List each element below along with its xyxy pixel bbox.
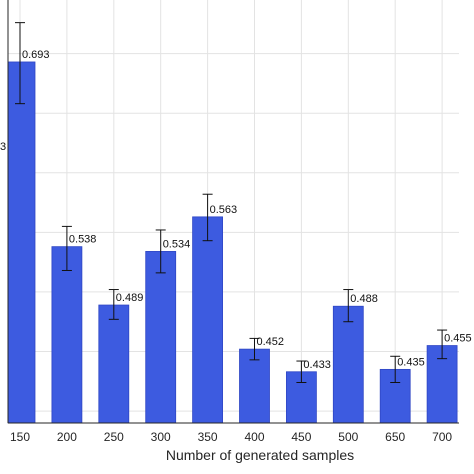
data-label-400: 0.452	[257, 336, 285, 348]
error-bars	[15, 22, 448, 383]
bar-300	[145, 251, 177, 424]
bars	[7, 61, 458, 424]
bar-200	[51, 246, 83, 424]
data-label-300: 0.534	[163, 238, 191, 250]
axes	[7, 0, 459, 424]
x-tick-500: 500	[338, 430, 358, 444]
data-label-350: 0.563	[210, 204, 238, 216]
data-label-150: 0.693	[22, 49, 50, 61]
partial-left-label: 3	[0, 141, 6, 153]
bar-500	[332, 305, 364, 424]
x-tick-350: 350	[198, 430, 218, 444]
x-tick-700: 700	[432, 430, 452, 444]
x-tick-400: 400	[244, 430, 264, 444]
data-label-700: 0.455	[444, 333, 472, 345]
x-tick-150: 150	[10, 430, 30, 444]
data-labels: 0.693 0.538 0.489 0.534 0.563 0.452 0.433 0.488…	[22, 49, 472, 371]
x-tick-650: 650	[385, 430, 405, 444]
data-label-200: 0.538	[69, 234, 97, 246]
x-tick-250: 250	[104, 430, 124, 444]
x-tick-200: 200	[57, 430, 77, 444]
bar-150	[7, 61, 36, 424]
bar-250	[98, 304, 130, 424]
x-tick-300: 300	[151, 430, 171, 444]
data-label-650: 0.435	[397, 356, 425, 368]
x-tick-labels: 150 200 250 300 350 400 450 500 650 700	[10, 430, 452, 444]
bar-400	[239, 348, 270, 424]
x-axis-title: Number of generated samples	[166, 447, 354, 463]
x-tick-450: 450	[291, 430, 311, 444]
bar-350	[192, 216, 224, 424]
data-label-500: 0.488	[350, 293, 378, 305]
data-label-450: 0.433	[303, 359, 331, 371]
data-label-250: 0.489	[116, 292, 144, 304]
